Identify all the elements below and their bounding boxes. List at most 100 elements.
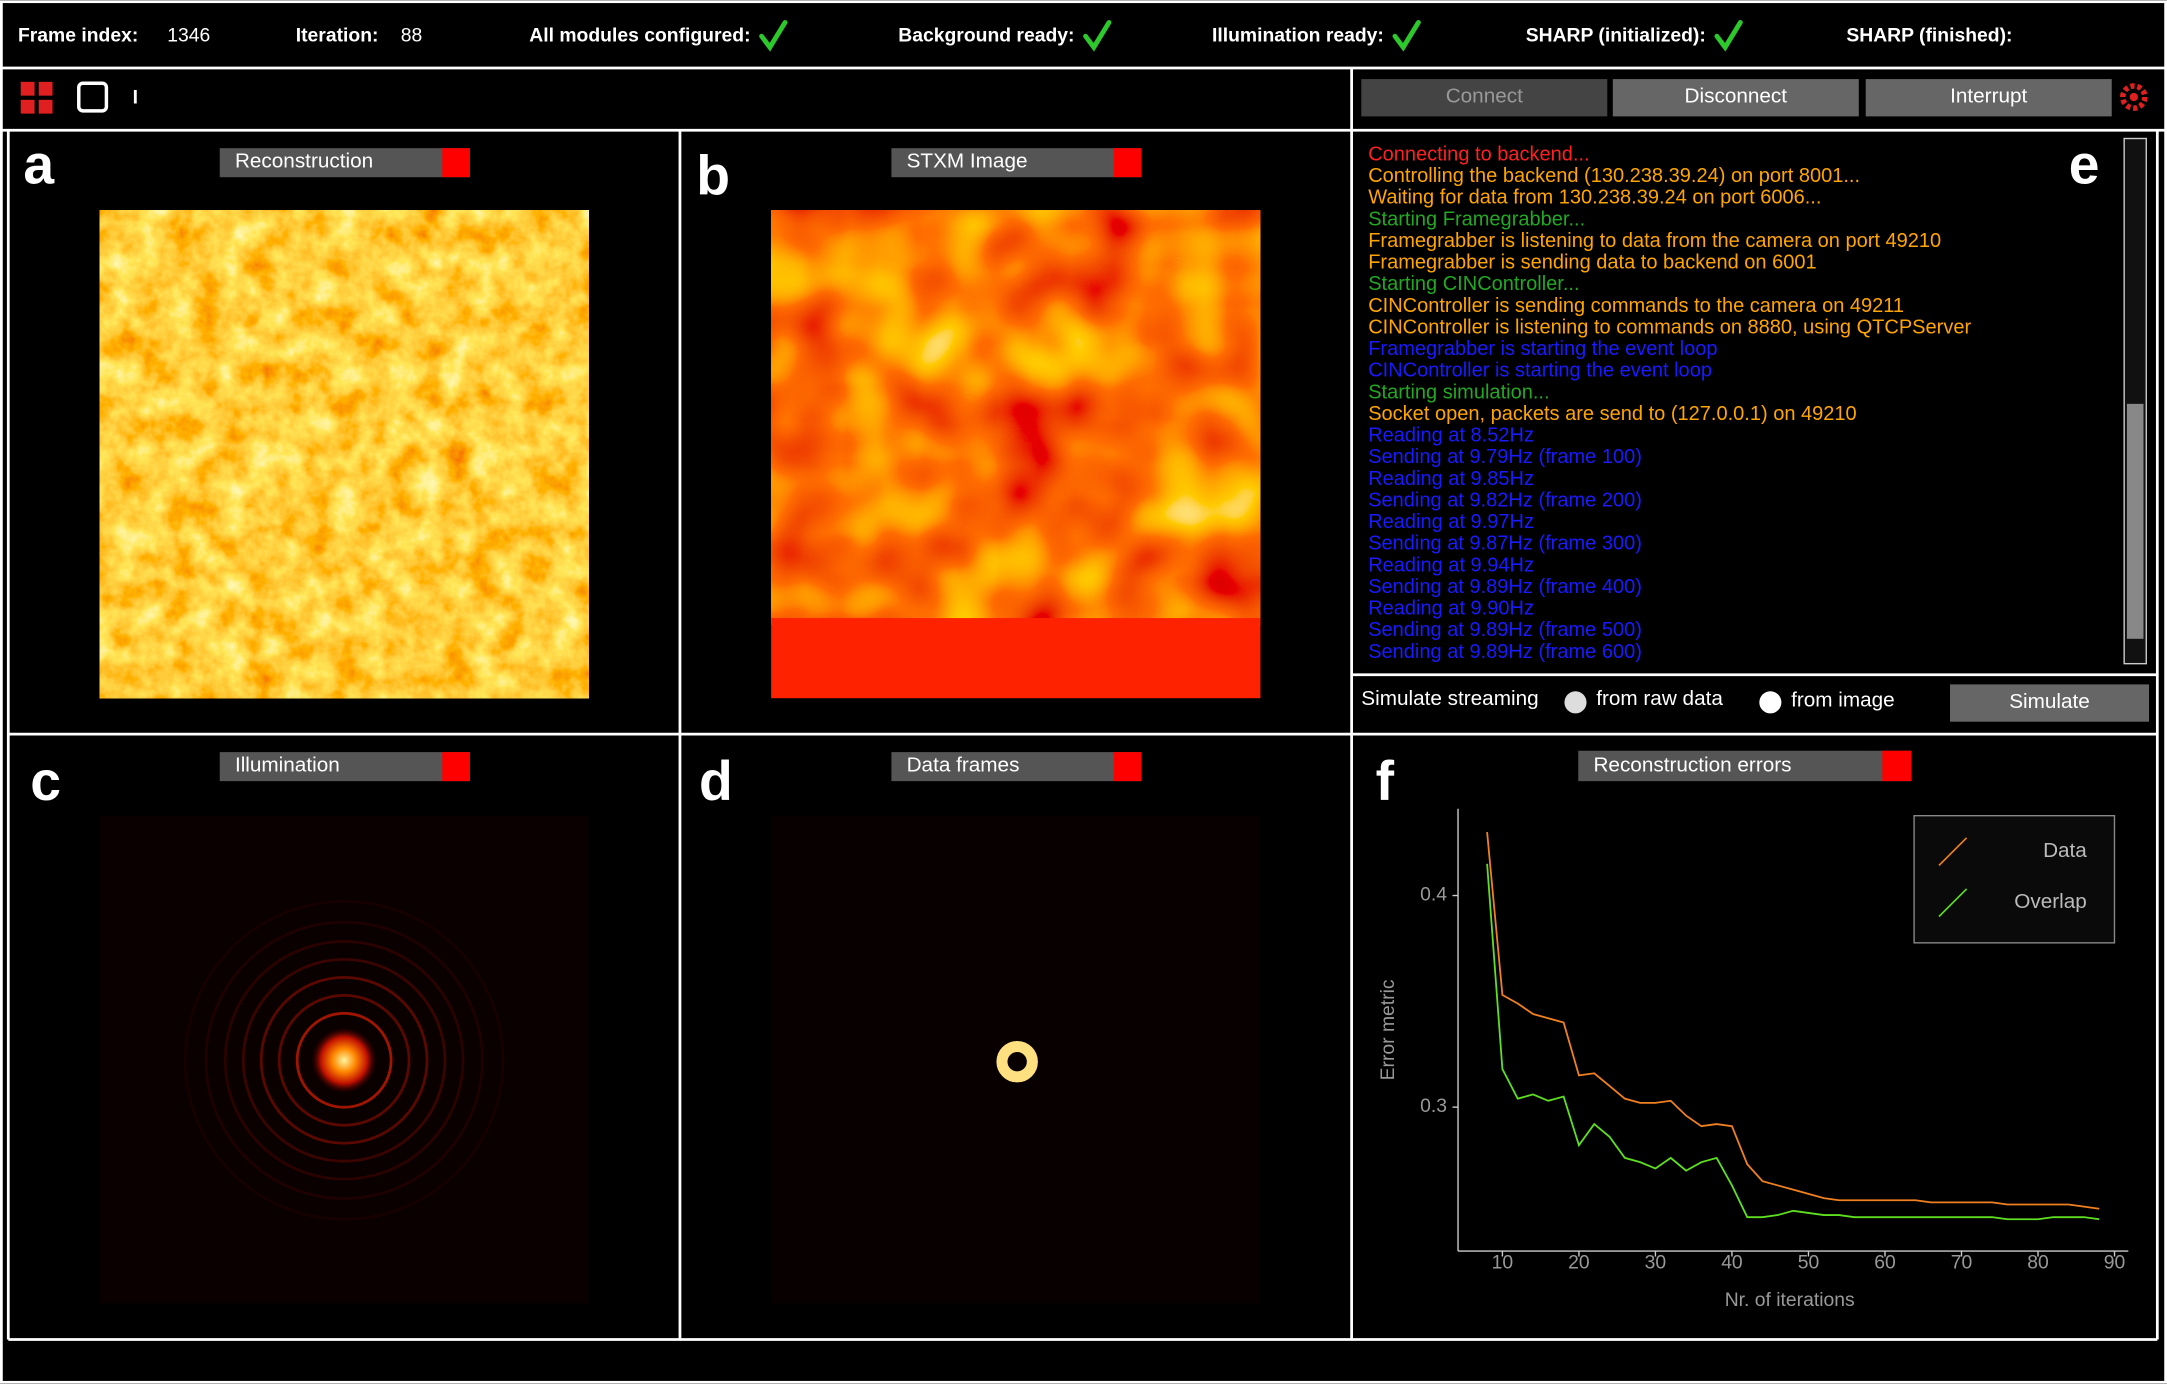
panel-letter: b	[696, 145, 730, 207]
panel-title-box	[891, 148, 1142, 178]
data-line	[1486, 831, 2100, 1210]
scroll-thumb[interactable]	[2126, 403, 2144, 639]
reconstruction-image	[99, 210, 589, 699]
simulate-button-box[interactable]	[1950, 684, 2150, 722]
check-mark	[1083, 19, 1112, 52]
cursor: I	[133, 87, 138, 109]
log-line: Sending at 9.82Hz (frame 200)	[1368, 489, 1642, 511]
panel-title: Data frames	[907, 753, 1020, 776]
log-line: CINController is starting the event loop	[1368, 360, 1712, 382]
status-flag: SHARP (initialized):	[1526, 24, 1706, 46]
log-line: Reading at 9.85Hz	[1368, 468, 1534, 490]
x-tick-label: 90	[2104, 1252, 2126, 1274]
settings-gear[interactable]	[2120, 83, 2148, 111]
check-mark	[1392, 19, 1421, 52]
log-line: Framegrabber is starting the event loop	[1368, 338, 1717, 360]
data-frame-image	[771, 815, 1261, 1304]
log-line: Sending at 9.89Hz (frame 600)	[1368, 641, 1642, 663]
log-line: Framegrabber is listening to data from t…	[1368, 230, 1941, 252]
simulate-button[interactable]: Simulate	[2009, 690, 2090, 713]
data-frame-ring	[996, 1040, 1038, 1083]
legend-box	[1913, 814, 2116, 944]
radio[interactable]	[1564, 691, 1587, 714]
panel-close[interactable]	[1882, 750, 1912, 782]
panel-title: Reconstruction errors	[1593, 753, 1791, 776]
log-line: Waiting for data from 130.238.39.24 on p…	[1368, 187, 1821, 209]
x-tick-label: 20	[1568, 1252, 1590, 1274]
panel-title: Illumination	[235, 753, 340, 776]
simulate-label: Simulate streaming	[1361, 687, 1538, 710]
log-line: Reading at 9.97Hz	[1368, 511, 1534, 533]
log-line: Starting simulation...	[1368, 381, 1549, 403]
illumination-rings	[183, 899, 505, 1221]
x-tick-label: 80	[2027, 1252, 2049, 1274]
check-mark	[759, 19, 788, 52]
panel-letter: f	[1376, 750, 1395, 812]
status-label: Frame index:	[18, 24, 138, 46]
log-line: Framegrabber is sending data to backend …	[1368, 252, 1816, 274]
legend-swatch	[1938, 888, 1968, 918]
panel-title-box	[891, 752, 1142, 782]
radio-label[interactable]: from image	[1791, 688, 1895, 711]
radio[interactable]	[1759, 691, 1782, 714]
log-line: Starting CINController...	[1368, 273, 1579, 295]
panel-close[interactable]	[442, 752, 470, 782]
interrupt-button[interactable]: Interrupt	[1950, 85, 2027, 108]
log-line: Sending at 9.89Hz (frame 400)	[1368, 576, 1642, 598]
x-tick-label: 50	[1798, 1252, 1820, 1274]
panel-title-box	[1578, 750, 1912, 782]
panel-letter: a	[23, 134, 55, 196]
buttons[interactable]	[1361, 79, 2112, 117]
log-line: CINController is listening to commands o…	[1368, 316, 1971, 338]
log-line: Reading at 9.94Hz	[1368, 554, 1534, 576]
toolbar-icons[interactable]	[20, 81, 109, 114]
panel-title-box	[219, 148, 470, 178]
status-flag: Background ready:	[898, 24, 1074, 46]
y-tick-label: 0.3	[1420, 1095, 1447, 1117]
legend-swatch	[1938, 837, 1968, 867]
panel-close[interactable]	[442, 148, 470, 178]
panel-close[interactable]	[1113, 752, 1142, 782]
panel-close[interactable]	[1113, 148, 1142, 178]
panel-title-box	[219, 752, 470, 782]
log-line: Sending at 9.89Hz (frame 500)	[1368, 619, 1642, 641]
status-value: 1346	[167, 24, 210, 46]
x-tick-label: 60	[1874, 1252, 1896, 1274]
legend-label: Data	[2043, 839, 2087, 862]
status-flag: Illumination ready:	[1212, 24, 1384, 46]
panel-title: Reconstruction	[235, 149, 373, 172]
log-line: Reading at 8.52Hz	[1368, 425, 1534, 447]
legend-label: Overlap	[2014, 890, 2087, 913]
status-flag: SHARP (finished):	[1846, 24, 2012, 46]
log-line: Connecting to backend...	[1368, 143, 1589, 165]
log-line: Socket open, packets are send to (127.0.…	[1368, 403, 1856, 425]
log-line: Starting Framegrabber...	[1368, 208, 1585, 230]
x-tick-label: 10	[1492, 1252, 1514, 1274]
log-line: Sending at 9.87Hz (frame 300)	[1368, 533, 1642, 555]
data-line	[1486, 863, 2100, 1221]
log-line: CINController is sending commands to the…	[1368, 295, 1904, 317]
radio-label[interactable]: from raw data	[1596, 687, 1723, 710]
status-label: Iteration:	[296, 24, 379, 46]
illumination-spot	[310, 1027, 378, 1094]
connect-button[interactable]: Connect	[1446, 85, 1523, 108]
panel-letter: c	[30, 750, 61, 812]
log-line: Sending at 9.79Hz (frame 100)	[1368, 446, 1642, 468]
x-tick-label: 40	[1721, 1252, 1743, 1274]
y-axis-label: Error metric	[1377, 979, 1399, 1080]
panel-title: STXM Image	[907, 149, 1028, 172]
stxm-image-base	[771, 618, 1261, 699]
x-axis-label: Nr. of iterations	[1725, 1289, 1855, 1311]
check-mark	[1714, 19, 1743, 52]
disconnect-button[interactable]: Disconnect	[1685, 85, 1788, 108]
log-line: Controlling the backend (130.238.39.24) …	[1368, 165, 1860, 187]
x-tick-label: 30	[1645, 1252, 1667, 1274]
panel-letter: e	[2069, 134, 2100, 196]
y-tick-label: 0.4	[1420, 884, 1447, 906]
status-flag: All modules configured:	[529, 24, 750, 46]
stxm-image	[771, 210, 1261, 625]
status-value: 88	[401, 24, 423, 46]
